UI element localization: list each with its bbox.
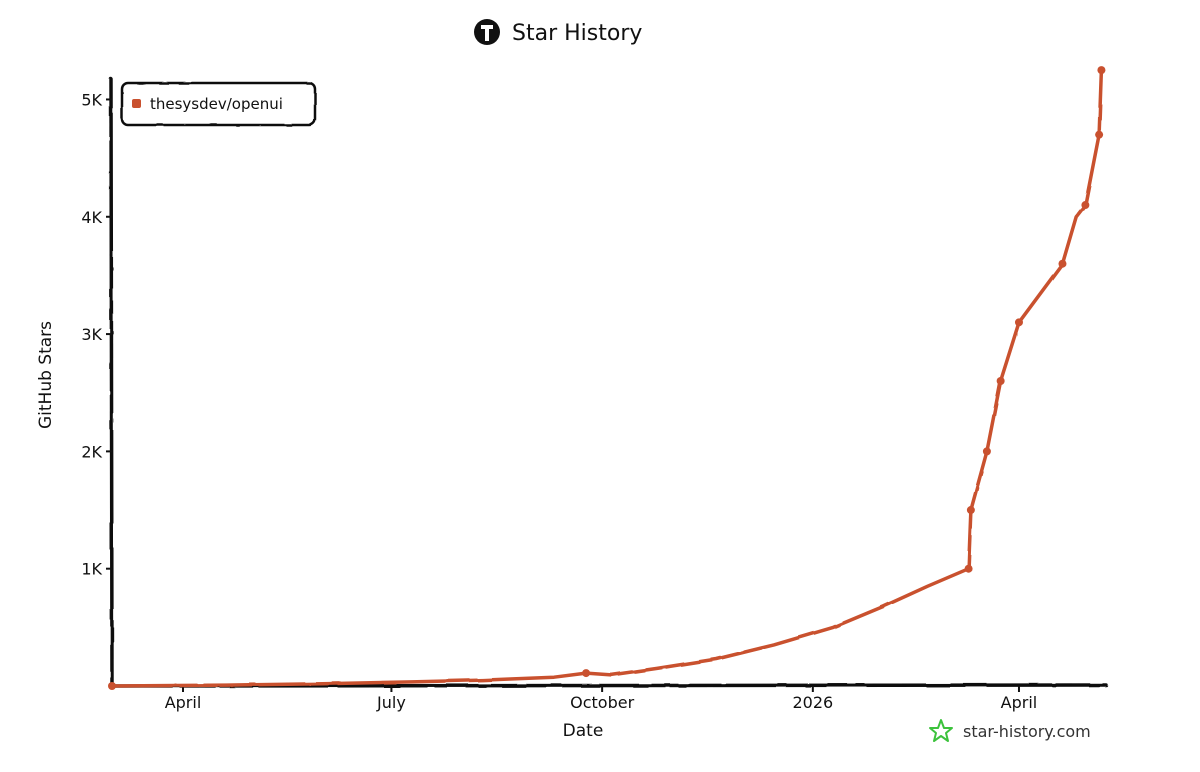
x-tick-label: April <box>1001 693 1038 712</box>
y-tick-label: 3K <box>81 325 102 344</box>
data-point <box>1058 259 1067 268</box>
watermark: star-history.com <box>929 719 1091 742</box>
data-point <box>966 506 975 515</box>
chart-title: Star History <box>474 19 642 46</box>
legend: thesysdev/openui <box>120 81 317 127</box>
legend-box <box>120 81 317 127</box>
y-axis-label: GitHub Stars <box>36 321 56 429</box>
data-point <box>996 377 1005 385</box>
series-line <box>110 68 1104 688</box>
y-tick-label: 1K <box>81 560 102 579</box>
y-axis-line <box>109 77 114 688</box>
data-point <box>1095 130 1104 139</box>
data-point <box>582 669 591 678</box>
data-point <box>1097 66 1106 75</box>
y-tick-label: 4K <box>81 208 102 227</box>
x-tick-label: October <box>570 693 634 712</box>
data-point <box>1081 201 1090 210</box>
x-tick-label: 2026 <box>792 693 833 712</box>
data-point <box>108 682 116 690</box>
x-axis-label: Date <box>563 721 604 741</box>
y-tick-label: 5K <box>81 90 102 109</box>
data-point <box>982 447 991 456</box>
series-layer <box>108 66 1106 690</box>
github-icon <box>474 19 500 45</box>
chart-title-text: Star History <box>512 21 642 46</box>
data-point <box>1014 318 1023 327</box>
x-tick-label: April <box>165 693 202 712</box>
watermark-text: star-history.com <box>963 722 1091 741</box>
y-tick-label: 2K <box>81 442 102 461</box>
y-axis-ticks: 1K 2K 3K 4K 5K <box>81 90 112 579</box>
legend-swatch <box>132 99 141 108</box>
legend-label: thesysdev/openui <box>150 95 283 113</box>
x-axis-ticks: April July October 2026 April <box>165 686 1038 712</box>
axes <box>109 77 1108 688</box>
x-tick-label: July <box>376 693 406 712</box>
data-point <box>964 564 973 573</box>
star-icon <box>929 719 953 742</box>
